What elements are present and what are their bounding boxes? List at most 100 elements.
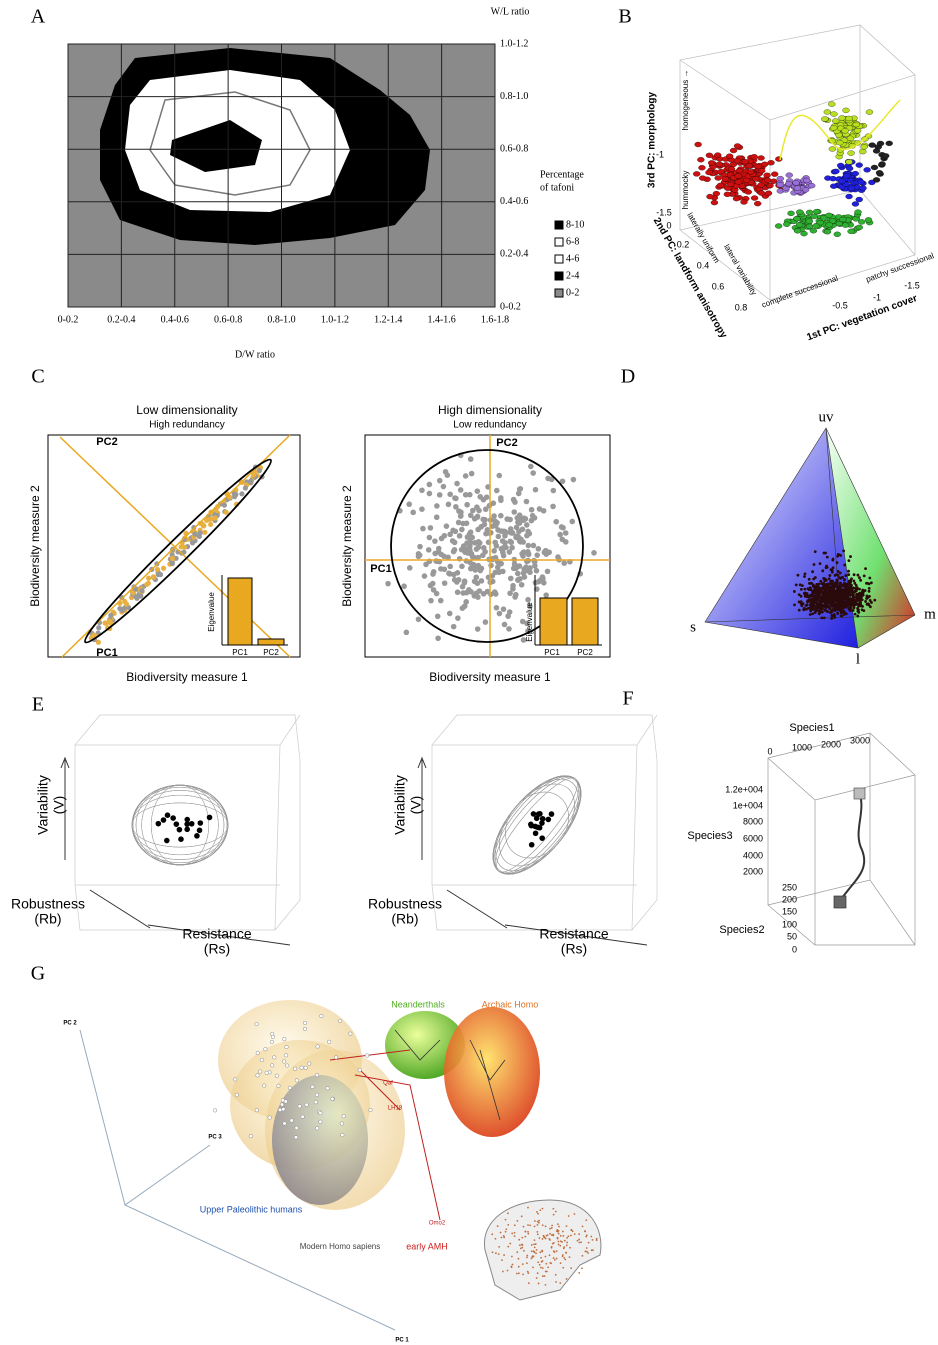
point <box>349 1032 353 1036</box>
point <box>184 817 190 823</box>
point <box>480 517 486 523</box>
point <box>527 1231 529 1233</box>
point <box>511 1256 513 1258</box>
point <box>464 520 470 526</box>
point <box>839 217 846 222</box>
point <box>852 609 855 612</box>
point <box>736 168 743 173</box>
point <box>818 606 821 609</box>
point <box>555 1281 557 1283</box>
point <box>562 1267 564 1269</box>
point <box>860 595 863 598</box>
point <box>444 523 450 529</box>
legend-label: 2-4 <box>566 270 579 281</box>
point <box>777 176 784 181</box>
point <box>852 171 859 176</box>
label: homogeneous → <box>681 70 690 131</box>
point <box>563 1257 565 1259</box>
label: 3rd PC: morphology <box>647 92 658 189</box>
point <box>531 543 537 549</box>
point <box>295 1126 299 1130</box>
axis-title: Robustness <box>11 896 85 912</box>
start-cube <box>854 788 865 799</box>
point <box>588 1242 590 1244</box>
point <box>858 600 861 603</box>
point <box>530 470 536 476</box>
point <box>483 619 489 625</box>
point <box>551 488 557 494</box>
point <box>831 580 834 583</box>
mesh <box>136 785 224 865</box>
point <box>848 151 855 156</box>
point <box>714 153 721 158</box>
point <box>812 608 815 611</box>
point <box>526 1257 528 1259</box>
point <box>584 1251 586 1253</box>
point <box>735 180 742 185</box>
point <box>519 1244 521 1246</box>
point <box>561 560 567 566</box>
point <box>559 524 565 530</box>
point <box>815 583 818 586</box>
point <box>832 118 839 123</box>
point <box>453 496 459 502</box>
point <box>849 555 852 558</box>
point <box>566 1242 568 1244</box>
axis-title: Variability <box>35 775 51 835</box>
point <box>867 602 870 605</box>
point <box>532 563 538 569</box>
point <box>198 530 203 535</box>
point <box>551 1247 553 1249</box>
point <box>803 178 810 183</box>
point <box>459 564 465 570</box>
point <box>551 1225 553 1227</box>
point <box>537 1213 539 1215</box>
point <box>315 1126 319 1130</box>
point <box>843 610 846 613</box>
point <box>847 570 850 573</box>
point <box>793 216 800 221</box>
point <box>539 1209 541 1211</box>
tick-label: 250 <box>782 882 797 892</box>
point <box>569 1247 571 1249</box>
point <box>560 1235 562 1237</box>
vertex-label: l <box>856 651 860 667</box>
point <box>441 484 447 490</box>
point <box>811 570 814 573</box>
point <box>532 824 538 830</box>
point <box>464 558 470 564</box>
point <box>555 1211 557 1213</box>
point <box>695 142 702 147</box>
point <box>699 176 706 181</box>
point <box>752 176 759 181</box>
point <box>295 1079 299 1083</box>
point <box>133 594 138 599</box>
point <box>827 588 830 591</box>
point <box>435 635 441 641</box>
point <box>785 181 792 186</box>
point <box>586 1247 588 1249</box>
point <box>515 577 521 583</box>
point <box>464 502 470 508</box>
point <box>816 589 819 592</box>
point <box>523 1226 525 1228</box>
point <box>758 191 765 196</box>
point <box>428 598 434 604</box>
point <box>804 595 807 598</box>
point <box>538 1237 540 1239</box>
point <box>724 192 731 197</box>
point <box>845 595 848 598</box>
point <box>842 583 845 586</box>
label: 0 <box>666 220 671 230</box>
point <box>846 159 853 164</box>
point <box>511 1233 513 1235</box>
point <box>528 1282 530 1284</box>
point <box>545 476 551 482</box>
point <box>808 595 811 598</box>
group-label: early AMH <box>406 1241 448 1251</box>
point <box>722 176 729 181</box>
point <box>868 577 871 580</box>
point <box>508 539 514 545</box>
tick-label: 0 <box>767 746 772 756</box>
tick-label: 2000 <box>743 866 763 876</box>
